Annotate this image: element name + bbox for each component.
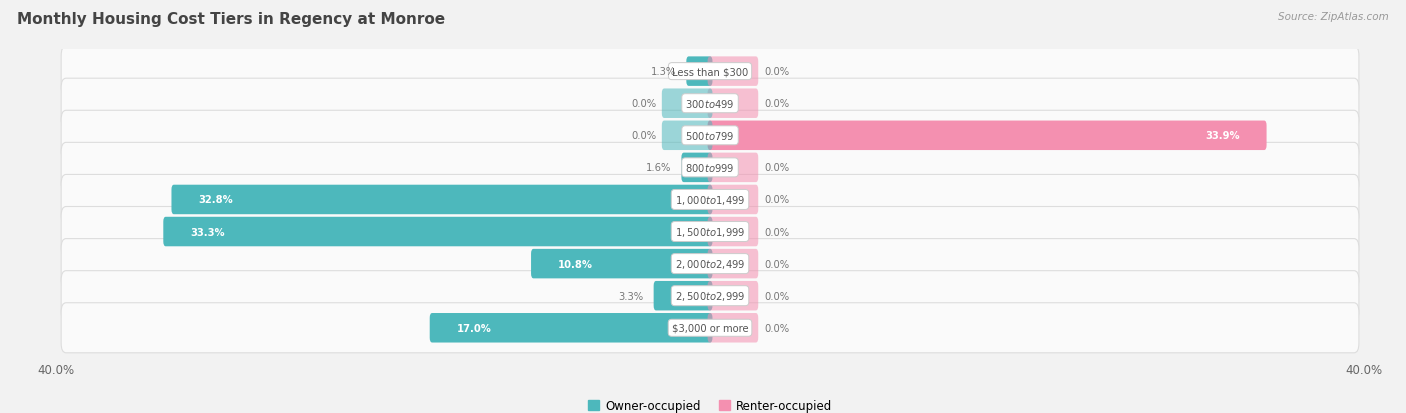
FancyBboxPatch shape: [60, 143, 1360, 193]
FancyBboxPatch shape: [60, 111, 1360, 161]
Text: $2,000 to $2,499: $2,000 to $2,499: [675, 257, 745, 271]
FancyBboxPatch shape: [531, 249, 713, 279]
Text: 33.3%: 33.3%: [190, 227, 225, 237]
FancyBboxPatch shape: [172, 185, 713, 215]
Text: $2,500 to $2,999: $2,500 to $2,999: [675, 290, 745, 302]
FancyBboxPatch shape: [707, 281, 758, 311]
FancyBboxPatch shape: [60, 207, 1360, 257]
FancyBboxPatch shape: [682, 153, 713, 183]
FancyBboxPatch shape: [662, 89, 713, 119]
Text: 0.0%: 0.0%: [631, 99, 657, 109]
Text: $800 to $999: $800 to $999: [685, 162, 735, 174]
Legend: Owner-occupied, Renter-occupied: Owner-occupied, Renter-occupied: [583, 394, 837, 413]
FancyBboxPatch shape: [60, 47, 1360, 97]
FancyBboxPatch shape: [707, 89, 758, 119]
Text: 3.3%: 3.3%: [617, 291, 643, 301]
FancyBboxPatch shape: [654, 281, 713, 311]
Text: Monthly Housing Cost Tiers in Regency at Monroe: Monthly Housing Cost Tiers in Regency at…: [17, 12, 444, 27]
Text: 0.0%: 0.0%: [763, 163, 789, 173]
Text: 0.0%: 0.0%: [631, 131, 657, 141]
Text: 0.0%: 0.0%: [763, 227, 789, 237]
Text: 1.3%: 1.3%: [651, 67, 676, 77]
Text: $3,000 or more: $3,000 or more: [672, 323, 748, 333]
FancyBboxPatch shape: [163, 217, 713, 247]
Text: Less than $300: Less than $300: [672, 67, 748, 77]
FancyBboxPatch shape: [60, 239, 1360, 289]
Text: Source: ZipAtlas.com: Source: ZipAtlas.com: [1278, 12, 1389, 22]
FancyBboxPatch shape: [707, 249, 758, 279]
FancyBboxPatch shape: [60, 79, 1360, 129]
Text: 33.9%: 33.9%: [1205, 131, 1240, 141]
Text: 0.0%: 0.0%: [763, 195, 789, 205]
Text: 0.0%: 0.0%: [763, 67, 789, 77]
Text: 10.8%: 10.8%: [558, 259, 593, 269]
Text: $1,000 to $1,499: $1,000 to $1,499: [675, 193, 745, 206]
Text: 32.8%: 32.8%: [198, 195, 233, 205]
Text: 0.0%: 0.0%: [763, 99, 789, 109]
FancyBboxPatch shape: [60, 303, 1360, 353]
Text: 0.0%: 0.0%: [763, 323, 789, 333]
Text: $500 to $799: $500 to $799: [685, 130, 735, 142]
Text: $300 to $499: $300 to $499: [685, 98, 735, 110]
FancyBboxPatch shape: [686, 57, 713, 87]
FancyBboxPatch shape: [707, 121, 1267, 151]
FancyBboxPatch shape: [60, 271, 1360, 321]
Text: 0.0%: 0.0%: [763, 259, 789, 269]
FancyBboxPatch shape: [707, 57, 758, 87]
Text: $1,500 to $1,999: $1,500 to $1,999: [675, 225, 745, 238]
FancyBboxPatch shape: [707, 153, 758, 183]
FancyBboxPatch shape: [430, 313, 713, 343]
FancyBboxPatch shape: [707, 313, 758, 343]
Text: 0.0%: 0.0%: [763, 291, 789, 301]
FancyBboxPatch shape: [60, 175, 1360, 225]
Text: 1.6%: 1.6%: [645, 163, 671, 173]
FancyBboxPatch shape: [707, 185, 758, 215]
Text: 17.0%: 17.0%: [457, 323, 492, 333]
FancyBboxPatch shape: [662, 121, 713, 151]
FancyBboxPatch shape: [707, 217, 758, 247]
